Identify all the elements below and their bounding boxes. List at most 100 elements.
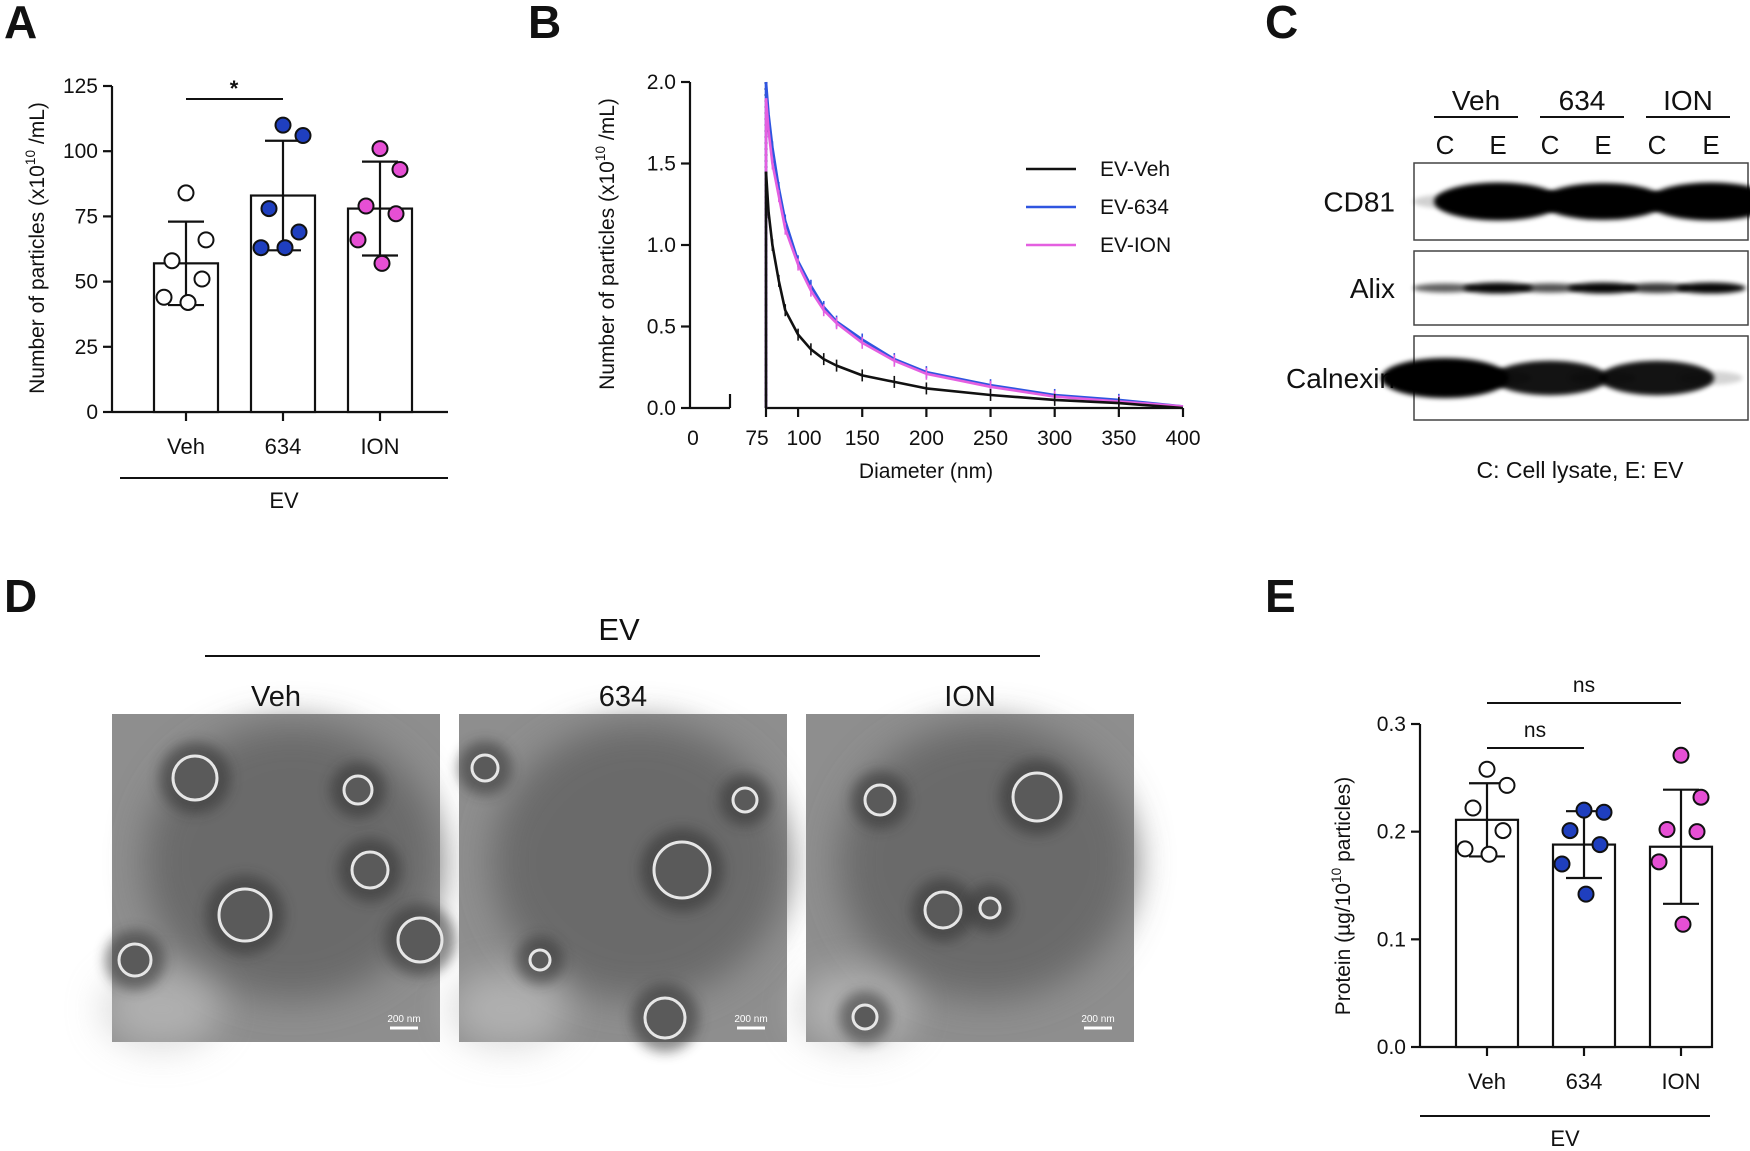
data-point: [276, 239, 294, 257]
y-axis-label-main: Number of particles (x10: [26, 165, 49, 394]
blot-band: [1623, 283, 1691, 293]
data-point: [177, 184, 195, 202]
tem-vesicle: [863, 783, 897, 817]
x-tick-label: Veh: [1468, 1069, 1506, 1094]
blot-group-label: ION: [1663, 85, 1713, 116]
data-point: [260, 200, 278, 218]
significance-label: ns: [1573, 674, 1595, 697]
y-tick-label: 50: [75, 271, 98, 294]
data-point: [294, 127, 312, 145]
blot-row-label: CD81: [1323, 187, 1395, 218]
blot-band: [1676, 282, 1746, 294]
panel-label-c: C: [1265, 0, 1298, 48]
x-tick-label: 634: [265, 434, 302, 459]
blot-lane-label: E: [1702, 130, 1719, 160]
tem-shade: [838, 723, 1134, 1000]
blot-band: [1413, 283, 1477, 293]
x-tick-label: 150: [845, 427, 880, 450]
tem-vesicle: [117, 942, 153, 978]
blot-lane-label: E: [1594, 130, 1611, 160]
x-tick-label: 400: [1165, 427, 1200, 450]
y-tick-label: 2.0: [647, 71, 676, 94]
significance-label: *: [230, 76, 239, 101]
series-line: [764, 171, 1184, 410]
group-label: EV: [269, 488, 299, 513]
blot-legend: C: Cell lysate, E: EV: [1476, 457, 1684, 483]
tem-vesicle: [978, 896, 1002, 920]
panel-b-chart: 0.0 0.5 1.0 1.5 2.0 0 75 100 150 200 250 300 350 400 D…: [593, 71, 1201, 483]
tem-scale-label: 200 nm: [1081, 1014, 1114, 1025]
tem-vesicle: [171, 754, 219, 802]
blot-band: [1599, 360, 1715, 396]
data-point: [274, 116, 292, 134]
tem-vesicle: [1011, 771, 1063, 823]
blot-band: [1679, 371, 1743, 385]
panel-a-chart: 0 25 50 75 100 125 Veh 634 ION EV * Number of parti…: [23, 75, 448, 513]
tem-image-title: Veh: [251, 681, 301, 713]
x-tick-label: 200: [909, 427, 944, 450]
x-tick-label: Veh: [167, 434, 205, 459]
tem-vesicle: [851, 1003, 879, 1031]
y-tick-label: 1.5: [647, 153, 676, 176]
x-tick-label-break: 0: [687, 427, 699, 450]
blot-band: [1647, 182, 1750, 221]
panel-e-chart: 0.0 0.1 0.2 0.3 Veh 634 ION EV ns ns Protein (µg/1…: [1329, 674, 1714, 1151]
tem-highlight: [448, 969, 569, 1050]
blot-group-label: Veh: [1452, 85, 1500, 116]
y-tick-label: 0.0: [647, 397, 676, 420]
data-point: [1688, 823, 1706, 841]
tem-vesicle: [396, 916, 444, 964]
data-point: [1575, 801, 1593, 819]
x-tick-label: 350: [1101, 427, 1136, 450]
data-point: [1553, 855, 1571, 873]
data-point: [1494, 822, 1512, 840]
x-axis-label: Diameter (nm): [859, 460, 993, 483]
data-point: [179, 293, 197, 311]
data-point: [387, 205, 405, 223]
data-point: [1650, 853, 1668, 871]
blot-group-label: 634: [1559, 85, 1606, 116]
y-axis-label-sup: 10: [593, 146, 608, 162]
y-axis-label-tail: particles): [1332, 777, 1355, 868]
panel-label-a: A: [4, 0, 37, 48]
series-line: [764, 81, 1184, 408]
data-point: [1658, 821, 1676, 839]
x-tick-label: 634: [1566, 1069, 1603, 1094]
blot-lane-label: C: [1436, 130, 1455, 160]
tem-shade: [491, 723, 787, 1000]
data-point: [1480, 845, 1498, 863]
y-tick-label: 0.0: [1377, 1036, 1406, 1059]
y-axis-label: Number of particles (x1010 /mL): [593, 98, 619, 390]
data-point: [155, 288, 173, 306]
data-point: [1692, 788, 1710, 806]
tem-vesicle: [342, 774, 374, 806]
y-axis-label-tail: /mL): [596, 98, 619, 146]
tem-image-title: ION: [944, 681, 996, 713]
tem-vesicle: [470, 753, 500, 783]
blot-band: [1492, 360, 1608, 396]
data-point: [197, 231, 215, 249]
data-point: [1561, 822, 1579, 840]
y-tick-label: 100: [63, 140, 98, 163]
data-point: [1464, 799, 1482, 817]
y-axis-label-sup: 10: [23, 150, 38, 166]
y-axis-label: Protein (µg/1010 particles): [1329, 777, 1355, 1016]
y-axis-label-main: Protein (µg/10: [1332, 883, 1355, 1015]
tem-vesicle: [643, 996, 687, 1040]
x-tick-label: 250: [973, 427, 1008, 450]
tem-image-title: 634: [599, 681, 647, 713]
tem-vesicle: [731, 786, 759, 814]
data-point: [1591, 836, 1609, 854]
y-axis-label-main: Number of particles (x10: [596, 161, 619, 390]
data-point: [252, 239, 270, 257]
legend-label: EV-ION: [1100, 234, 1171, 257]
significance-label: ns: [1524, 719, 1546, 742]
data-point: [371, 140, 389, 158]
y-axis-label-sup: 10: [1329, 867, 1344, 883]
data-point: [349, 231, 367, 249]
data-point: [1595, 803, 1613, 821]
y-axis-label: Number of particles (x1010 /mL): [23, 102, 49, 394]
panel-c-western-blot: Veh 634 ION C E C E C E CD81 Alix Calnexin C: Cell l…: [1286, 85, 1750, 483]
blot-band: [1381, 358, 1509, 398]
